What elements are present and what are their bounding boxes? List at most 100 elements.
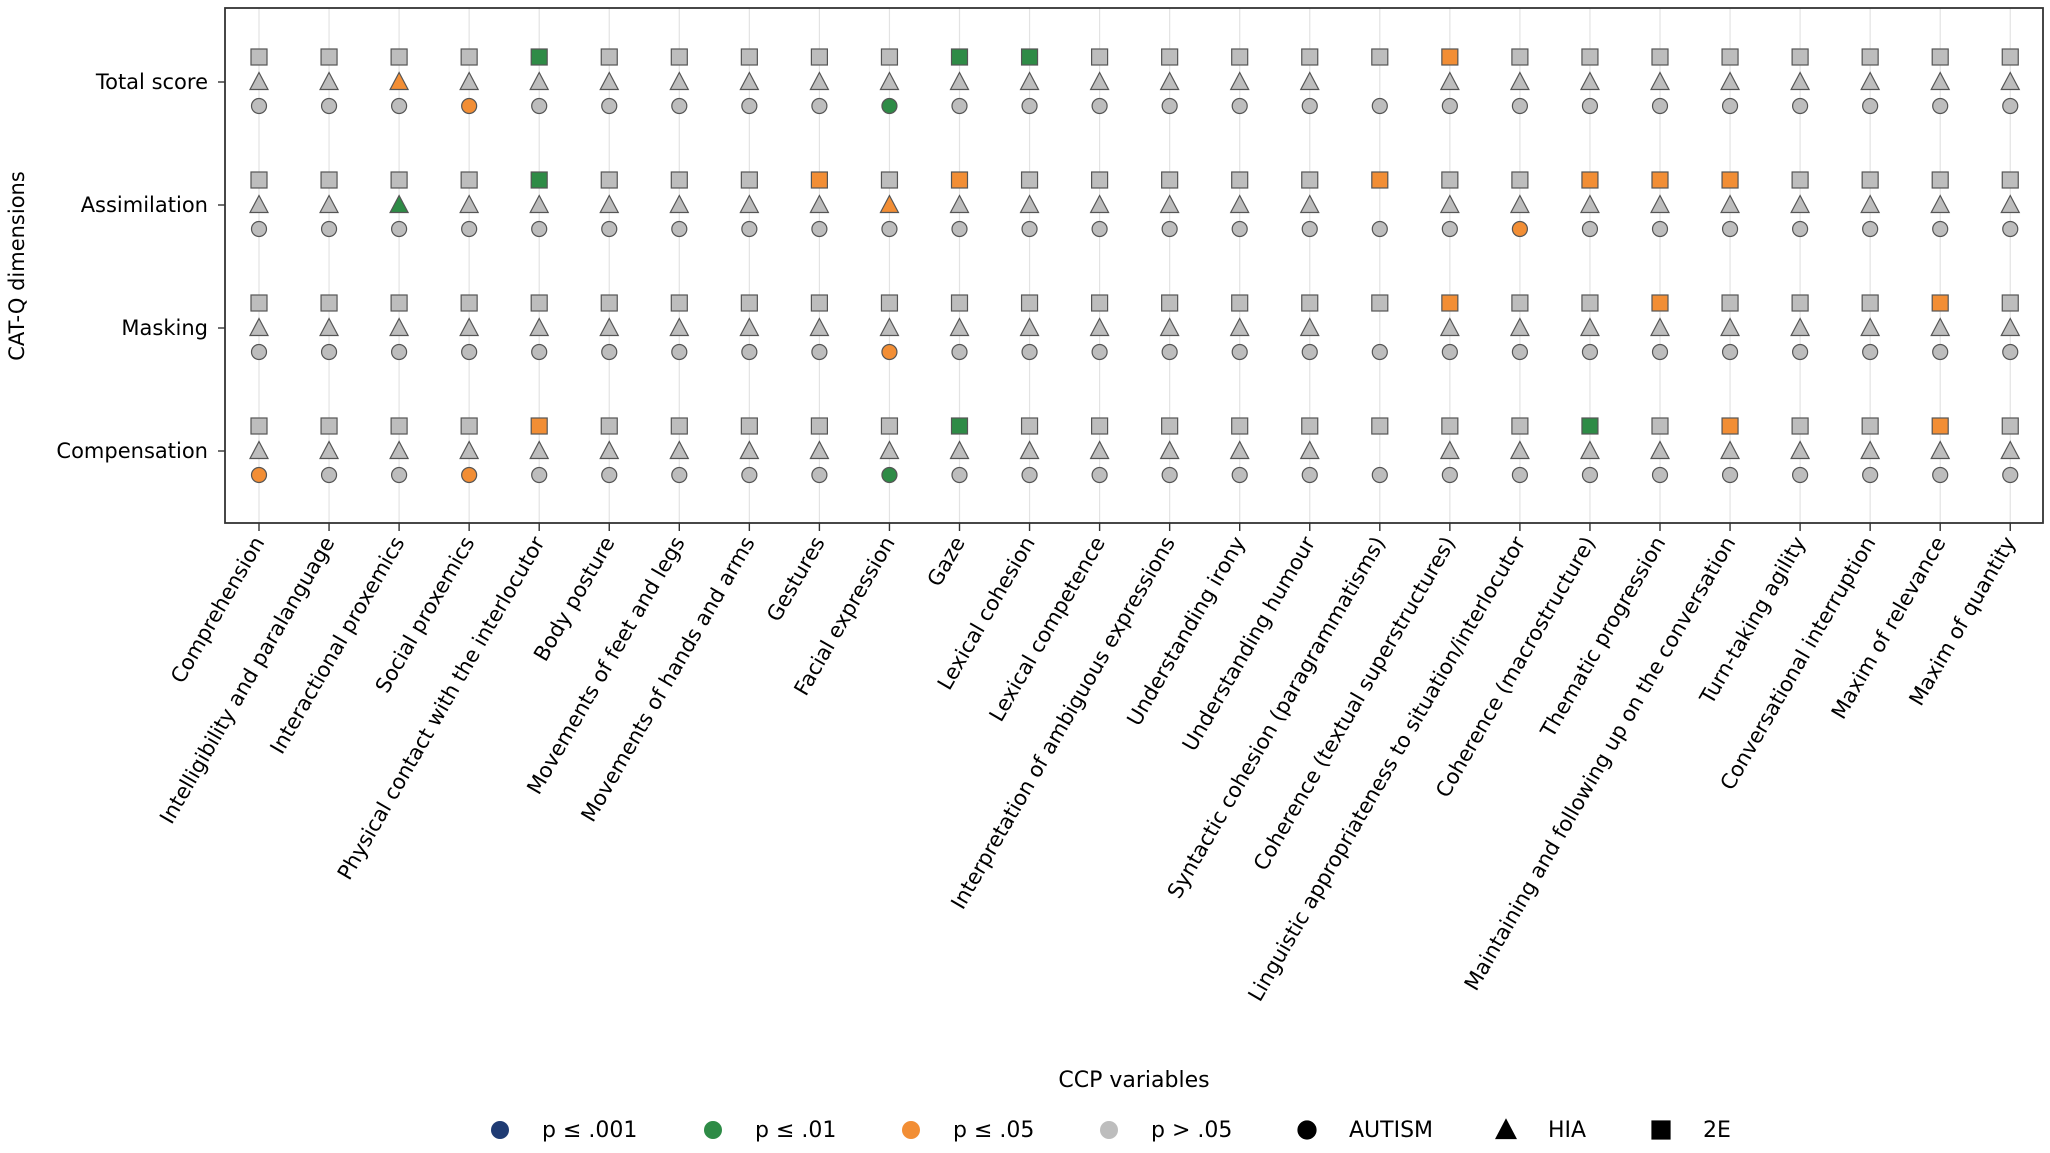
marker-masking-2e-lexical-cohesion <box>1020 294 1039 312</box>
marker-total-score-hia-maxim-of-quantity <box>2000 71 2021 91</box>
marker-masking-autism-maintaining-and-following-up-on-the-conversation <box>1721 343 1739 361</box>
marker-masking-hia-maintaining-and-following-up-on-the-conversation <box>1720 317 1741 337</box>
marker-masking-autism-physical-contact-with-the-interlocutor <box>531 343 548 361</box>
marker-masking-hia-maxim-of-quantity <box>2000 317 2021 337</box>
marker-compensation-2e-conversational-interruption <box>1861 417 1879 435</box>
marker-assimilation-hia-lexical-competence <box>1089 194 1110 214</box>
marker-assimilation-autism-thematic-progression <box>1651 220 1669 238</box>
marker-total-score-2e-lexical-cohesion <box>1020 48 1039 66</box>
marker-masking-hia-turn-taking-agility <box>1790 317 1811 337</box>
marker-masking-2e-understanding-irony <box>1231 294 1249 312</box>
marker-total-score-hia-facial-expression <box>879 71 900 91</box>
marker-compensation-autism-lexical-cohesion <box>1021 466 1038 484</box>
legend: p ≤ .001 p ≤ .01 p ≤ .05 p > .05 AUTISM HIA 2E <box>491 1118 1731 1143</box>
marker-compensation-autism-turn-taking-agility <box>1791 466 1809 484</box>
marker-assimilation-autism-understanding-humour <box>1301 220 1318 238</box>
marker-compensation-hia-interactional-proxemics <box>389 440 410 460</box>
marker-compensation-hia-facial-expression <box>879 440 900 460</box>
marker-total-score-2e-turn-taking-agility <box>1791 48 1809 66</box>
legend-label-p-05: p ≤ .05 <box>953 1118 1034 1143</box>
marker-assimilation-autism-lexical-cohesion <box>1021 220 1038 238</box>
marker-total-score-hia-lexical-competence <box>1089 71 1110 91</box>
marker-assimilation-autism-coherence-macrostructure <box>1581 220 1599 238</box>
marker-masking-autism-gestures <box>811 343 828 361</box>
marker-compensation-autism-gestures <box>811 466 828 484</box>
marker-masking-2e-facial-expression <box>880 294 899 312</box>
marker-assimilation-hia-physical-contact-with-the-interlocutor <box>529 194 550 214</box>
marker-assimilation-autism-maxim-of-relevance <box>1932 220 1949 238</box>
marker-total-score-hia-gestures <box>809 71 830 91</box>
marker-compensation-autism-lexical-competence <box>1091 466 1108 484</box>
marker-total-score-hia-intelligibility-and-paralanguage <box>319 71 340 91</box>
marker-assimilation-2e-coherence-macrostructure <box>1581 171 1599 189</box>
marker-masking-hia-interpretation-of-ambiguous-expressions <box>1159 317 1180 337</box>
marker-masking-2e-lexical-competence <box>1090 294 1109 312</box>
marker-total-score-hia-maxim-of-relevance <box>1930 71 1951 91</box>
marker-assimilation-2e-social-proxemics <box>460 171 478 189</box>
legend-label-2e: 2E <box>1703 1118 1731 1143</box>
marker-masking-2e-interpretation-of-ambiguous-expressions <box>1161 294 1179 312</box>
marker-total-score-2e-syntactic-cohesion-paragrammatisms <box>1371 48 1389 66</box>
y-axis-ticks: Total score Assimilation Masking Compensati… <box>56 70 225 463</box>
marker-total-score-hia-coherence-macrostructure <box>1579 71 1600 91</box>
marker-total-score-2e-understanding-irony <box>1231 48 1249 66</box>
marker-masking-2e-movements-of-feet-and-legs <box>670 294 688 312</box>
marker-assimilation-autism-interpretation-of-ambiguous-expressions <box>1161 220 1178 238</box>
marker-masking-hia-lexical-cohesion <box>1019 317 1040 337</box>
marker-total-score-autism-turn-taking-agility <box>1791 97 1809 115</box>
marker-masking-2e-interactional-proxemics <box>390 294 408 312</box>
marker-compensation-hia-coherence-textual-superstructures <box>1439 440 1460 460</box>
marker-compensation-autism-understanding-humour <box>1301 466 1318 484</box>
marker-assimilation-hia-facial-expression <box>879 194 900 214</box>
marker-total-score-hia-comprehension <box>249 71 269 91</box>
marker-masking-2e-gestures <box>810 294 829 312</box>
marker-assimilation-2e-gaze <box>950 171 969 189</box>
marker-total-score-2e-maxim-of-quantity <box>2001 48 2019 66</box>
marker-compensation-2e-facial-expression <box>880 417 899 435</box>
marker-compensation-2e-understanding-irony <box>1231 417 1249 435</box>
marker-masking-2e-conversational-interruption <box>1861 294 1879 312</box>
marker-total-score-hia-turn-taking-agility <box>1790 71 1811 91</box>
marker-masking-autism-understanding-irony <box>1231 343 1248 361</box>
marker-total-score-2e-comprehension <box>250 48 268 66</box>
marker-compensation-hia-gaze <box>949 440 970 460</box>
marker-compensation-autism-understanding-irony <box>1231 466 1248 484</box>
marker-total-score-autism-coherence-macrostructure <box>1581 97 1599 115</box>
marker-masking-hia-linguistic-appropriateness-to-situation-interlocutor <box>1509 317 1530 337</box>
plot-area-frame <box>224 7 2044 524</box>
marker-masking-autism-maxim-of-quantity <box>2002 343 2019 361</box>
marker-compensation-hia-comprehension <box>249 440 269 460</box>
marker-compensation-2e-interactional-proxemics <box>390 417 408 435</box>
marker-masking-2e-linguistic-appropriateness-to-situation-interlocutor <box>1511 294 1529 312</box>
marker-assimilation-autism-interactional-proxemics <box>391 220 408 238</box>
legend-label-p-001: p ≤ .001 <box>542 1118 637 1143</box>
marker-compensation-2e-gestures <box>810 417 829 435</box>
marker-assimilation-hia-conversational-interruption <box>1860 194 1881 214</box>
marker-compensation-hia-understanding-irony <box>1229 440 1250 460</box>
marker-total-score-2e-physical-contact-with-the-interlocutor <box>530 48 548 66</box>
marker-total-score-2e-understanding-humour <box>1301 48 1319 66</box>
marker-compensation-2e-movements-of-feet-and-legs <box>670 417 688 435</box>
marker-assimilation-autism-lexical-competence <box>1091 220 1108 238</box>
marker-compensation-hia-understanding-humour <box>1299 440 1320 460</box>
marker-compensation-autism-facial-expression <box>881 466 898 484</box>
marker-assimilation-hia-maxim-of-relevance <box>1930 194 1951 214</box>
marker-assimilation-2e-movements-of-hands-and-arms <box>740 171 758 189</box>
marker-total-score-hia-maintaining-and-following-up-on-the-conversation <box>1720 71 1741 91</box>
marker-compensation-2e-lexical-cohesion <box>1020 417 1039 435</box>
marker-total-score-autism-linguistic-appropriateness-to-situation-interlocutor <box>1511 97 1529 115</box>
marker-compensation-2e-intelligibility-and-paralanguage <box>320 417 338 435</box>
marker-masking-autism-facial-expression <box>881 343 898 361</box>
marker-total-score-autism-movements-of-hands-and-arms <box>741 97 758 115</box>
marker-total-score-2e-lexical-competence <box>1090 48 1109 66</box>
marker-total-score-hia-movements-of-hands-and-arms <box>739 71 760 91</box>
marker-assimilation-autism-social-proxemics <box>461 220 478 238</box>
marker-compensation-autism-social-proxemics <box>461 466 478 484</box>
marker-compensation-2e-gaze <box>950 417 969 435</box>
marker-masking-hia-coherence-macrostructure <box>1579 317 1600 337</box>
marker-total-score-autism-maxim-of-relevance <box>1932 97 1949 115</box>
marker-assimilation-2e-intelligibility-and-paralanguage <box>320 171 338 189</box>
marker-total-score-2e-gestures <box>810 48 829 66</box>
marker-total-score-2e-conversational-interruption <box>1861 48 1879 66</box>
marker-assimilation-2e-coherence-textual-superstructures <box>1441 171 1459 189</box>
